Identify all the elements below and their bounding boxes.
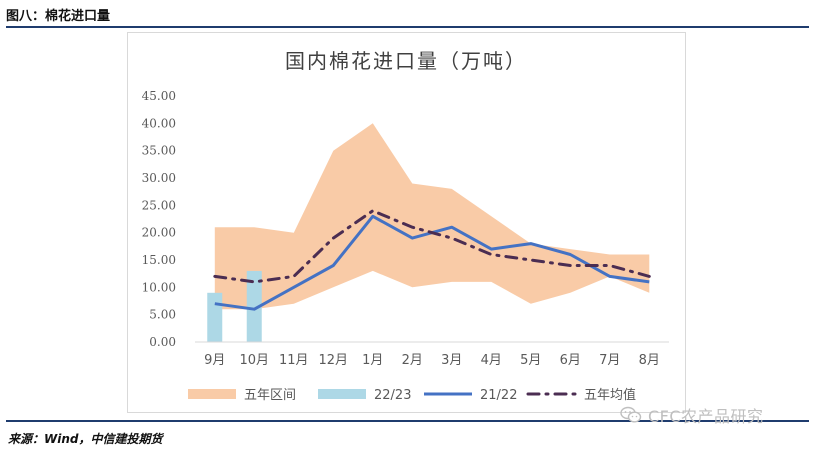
- y-tick-label: 10.00: [142, 280, 176, 294]
- footer-rule: [6, 420, 809, 422]
- x-tick-label: 12月: [318, 353, 348, 368]
- x-tick-label: 7月: [599, 353, 620, 368]
- legend-label: 五年区间: [244, 388, 296, 403]
- legend-label: 五年均值: [584, 387, 636, 403]
- y-tick-label: 5.00: [149, 308, 176, 322]
- chart-canvas: 国内棉花进口量（万吨） 0.00 5.00 10.00 15.00 20.00 25.00 3…: [142, 49, 669, 403]
- legend-swatch: [318, 389, 366, 399]
- y-tick-label: 20.00: [142, 226, 176, 240]
- x-tick-label: 4月: [481, 353, 502, 368]
- bar-22-23: [207, 292, 223, 342]
- y-tick-label: 45.00: [142, 89, 176, 103]
- wechat-icon: [620, 406, 642, 423]
- y-tick-label: 0.00: [149, 335, 176, 349]
- x-tick-label: 5月: [520, 353, 541, 368]
- y-tick-label: 35.00: [142, 144, 176, 158]
- legend-label: 22/23: [374, 388, 411, 403]
- source-note: 来源：Wind，中信建投期货: [8, 432, 163, 446]
- bar-22-23: [246, 270, 262, 342]
- figure-header: 图八：棉花进口量: [6, 2, 809, 28]
- x-tick-label: 6月: [560, 353, 581, 368]
- range-area-five-year: [214, 123, 650, 310]
- y-tick-label: 30.00: [142, 171, 176, 185]
- x-tick-label: 3月: [441, 353, 462, 368]
- chart-title: 国内棉花进口量（万吨）: [285, 49, 527, 73]
- x-tick-label: 2月: [402, 353, 423, 368]
- x-tick-label: 9月: [204, 353, 225, 368]
- legend-swatch: [188, 389, 236, 399]
- header-rule: [6, 26, 809, 28]
- x-tick-label: 1月: [362, 353, 383, 368]
- watermark: CFC农产品研究: [620, 404, 810, 426]
- watermark-text: CFC农产品研究: [648, 407, 764, 426]
- legend-label: 21/22: [480, 388, 517, 403]
- x-tick-label: 10月: [239, 353, 269, 368]
- y-tick-label: 25.00: [142, 198, 176, 212]
- chart-frame: 国内棉花进口量（万吨） 0.00 5.00 10.00 15.00 20.00 25.00 3…: [127, 32, 686, 413]
- y-tick-label: 15.00: [142, 253, 176, 267]
- figure-label: 图八：棉花进口量: [6, 9, 111, 24]
- series-line-five-year-average: [213, 209, 651, 284]
- x-tick-label: 8月: [639, 353, 660, 368]
- x-tick-label: 11月: [279, 353, 309, 368]
- y-tick-label: 40.00: [142, 116, 176, 130]
